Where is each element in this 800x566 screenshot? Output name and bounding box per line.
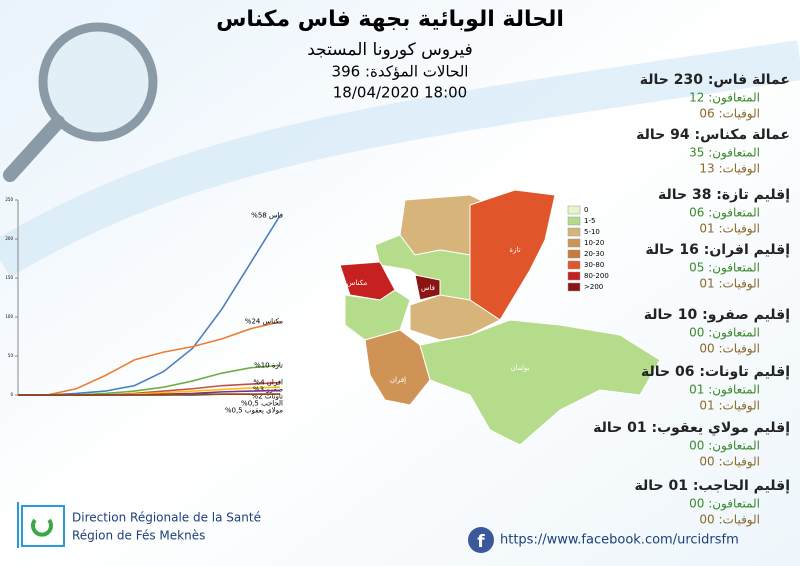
legend-label: 80-200 — [584, 272, 609, 280]
region-boulemane — [419, 319, 661, 446]
datetime: 18/04/2020 18:00 — [333, 84, 467, 102]
legend-label: 5-10 — [584, 228, 600, 236]
y-tick-label: 200 — [5, 236, 13, 241]
magnifier — [38, 22, 158, 142]
logo-crescent — [31, 518, 53, 537]
legend-label: 20-30 — [584, 250, 604, 258]
province-deaths: الوفيات: 00 — [699, 455, 760, 470]
province-recovered: المتعافون: 06 — [689, 206, 760, 221]
series-label: مكناس 24% — [245, 318, 283, 326]
org-region: Région de Fés Meknès — [72, 529, 205, 543]
province-title: إقليم الحاجب: 01 حالة — [635, 478, 791, 494]
series-label: تاونات 2% — [252, 393, 284, 401]
series-label: الحاجب 0,5% — [241, 400, 283, 408]
province-recovered: المتعافون: 00 — [689, 439, 760, 454]
legend-label: 30-80 — [584, 261, 604, 269]
legend-label: 1-5 — [584, 217, 595, 225]
region-ifrane — [364, 329, 431, 406]
facebook-f: f — [477, 532, 485, 552]
legend-swatch — [567, 216, 581, 226]
province-title: إقليم افران: 16 حالة — [645, 242, 790, 258]
series-label: افران 4% — [253, 379, 283, 387]
region-label: بولمان — [510, 364, 529, 372]
province-deaths: الوفيات: 00 — [699, 513, 760, 528]
y-tick-label: 0 — [10, 392, 13, 397]
region-label: فاس — [421, 284, 435, 292]
map: تازة مكناس فاس إفران بولمان — [339, 189, 661, 446]
org-name: Direction Régionale de la Santé — [72, 511, 261, 525]
province-recovered: المتعافون: 00 — [689, 497, 760, 512]
legend-swatch — [567, 238, 581, 248]
legend-swatch — [567, 282, 581, 292]
province-deaths: الوفيات: 01 — [699, 399, 760, 414]
province-title: عمالة فاس: 230 حالة — [640, 72, 790, 88]
legend-swatch — [567, 260, 581, 270]
province-deaths: الوفيات: 13 — [699, 162, 760, 177]
province-title: إقليم صفرو: 10 حالة — [644, 307, 790, 323]
region-el-hajeb — [344, 289, 411, 341]
logo — [21, 505, 65, 547]
confirmed: الحالات المؤكدة: 396 — [332, 63, 469, 81]
province-deaths: الوفيات: 01 — [699, 277, 760, 292]
series-label: صفرو 3% — [253, 386, 283, 394]
province-deaths: الوفيات: 06 — [699, 107, 760, 122]
y-tick-label: 250 — [5, 197, 13, 202]
legend-label: >200 — [584, 283, 603, 291]
province-deaths: الوفيات: 00 — [699, 342, 760, 357]
title: الحالة الوبائية بجهة فاس مكناس — [216, 7, 564, 32]
y-tick-label: 50 — [8, 353, 14, 358]
province-title: إقليم تازة: 38 حالة — [658, 187, 790, 203]
province-recovered: المتعافون: 05 — [689, 261, 760, 276]
series-line — [18, 393, 280, 396]
series-line — [18, 320, 281, 396]
province-recovered: المتعافون: 35 — [689, 146, 760, 161]
region-label: إفران — [390, 376, 406, 384]
province-title: عمالة مكناس: 94 حالة — [636, 127, 790, 143]
region-label: تازة — [509, 246, 520, 254]
region-label: مكناس — [347, 279, 368, 287]
series-label: تازة 10% — [254, 361, 283, 369]
province-deaths: الوفيات: 01 — [699, 222, 760, 237]
legend-swatch — [567, 205, 581, 215]
legend-swatch — [567, 249, 581, 259]
legend-label: 0 — [584, 206, 588, 214]
facebook-url[interactable]: https://www.facebook.com/urcidrsfm — [500, 533, 739, 548]
subtitle: فيروس كورونا المستجد — [307, 40, 473, 60]
province-recovered: المتعافون: 01 — [689, 383, 760, 398]
y-tick-label: 100 — [5, 314, 13, 319]
province-title: إقليم تاونات: 06 حالة — [641, 364, 790, 380]
legend-swatch — [567, 271, 581, 281]
y-tick-label: 150 — [5, 275, 13, 280]
province-recovered: المتعافون: 12 — [689, 91, 760, 106]
series-label: مولاي يعقوب 0,5% — [225, 407, 283, 415]
province-recovered: المتعافون: 00 — [689, 326, 760, 341]
province-title: إقليم مولاي يعقوب: 01 حالة — [593, 420, 790, 437]
magnifier-handle — [3, 115, 65, 182]
decor-wave — [0, 40, 800, 278]
series-label: فاس 58% — [251, 212, 283, 220]
legend-swatch — [567, 227, 581, 237]
legend-label: 10-20 — [584, 239, 604, 247]
facebook-icon — [468, 527, 494, 553]
